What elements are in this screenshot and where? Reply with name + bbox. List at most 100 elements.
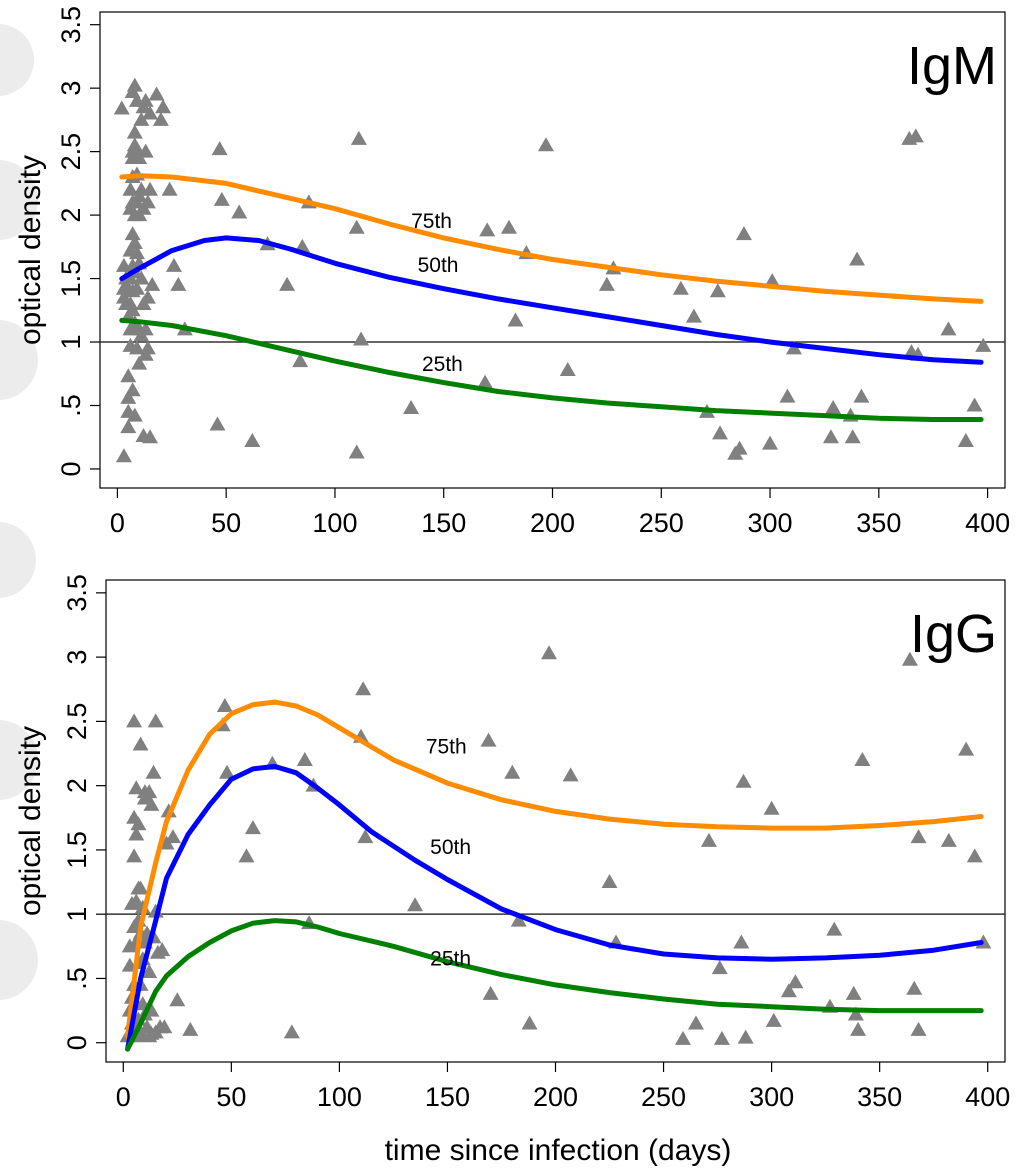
data-point (137, 92, 154, 107)
data-point (124, 226, 141, 241)
data-point (143, 796, 160, 811)
y-tick-label-0.5: .5 (56, 394, 86, 417)
data-point (142, 181, 159, 196)
x-tick-label-300: 300 (748, 508, 793, 538)
data-point (826, 921, 843, 936)
data-point (147, 713, 164, 728)
x-tick-label-0: 0 (116, 1082, 131, 1112)
y-tick-label-3.5: 3.5 (62, 574, 92, 612)
data-point (350, 130, 367, 145)
percentile-line-50th (119, 235, 984, 365)
data-point (132, 880, 149, 895)
y-tick-label-2.5: 2.5 (56, 133, 86, 171)
data-point (156, 1019, 173, 1034)
data-point (126, 77, 143, 92)
y-tick-label-0: 0 (56, 461, 86, 476)
y-tick-label-3.5: 3.5 (56, 6, 86, 44)
data-point (182, 1021, 199, 1036)
y-tick-label-1.5: 1.5 (56, 260, 86, 298)
x-tick-label-200: 200 (530, 508, 575, 538)
y-tick-label-0: 0 (62, 1035, 92, 1050)
data-point (213, 191, 230, 206)
data-point (601, 874, 618, 889)
data-point (128, 340, 145, 355)
data-point (779, 388, 796, 403)
data-point (155, 99, 172, 114)
data-point (244, 820, 261, 835)
y-tick-label-2: 2 (56, 208, 86, 223)
data-point (711, 960, 728, 975)
data-point (165, 257, 182, 272)
data-point (231, 204, 248, 219)
data-point (142, 105, 159, 120)
x-tick-label-100: 100 (317, 1082, 362, 1112)
data-point (825, 400, 842, 415)
data-point (940, 832, 957, 847)
data-point (735, 226, 752, 241)
x-tick-label-400: 400 (965, 1082, 1010, 1112)
percentile-label-25th: 25th (422, 353, 463, 376)
percentile-label-25th: 25th (430, 948, 471, 971)
data-point (675, 1030, 692, 1045)
percentile-line-50th (125, 763, 984, 1052)
data-point (122, 181, 139, 196)
data-point (541, 645, 558, 660)
panel-label: IgM (907, 36, 997, 96)
data-point (479, 222, 496, 237)
data-point (131, 355, 148, 370)
data-point (148, 86, 165, 101)
data-point (901, 651, 918, 666)
data-point (219, 764, 236, 779)
data-point (353, 331, 370, 346)
data-point (598, 276, 615, 291)
data-point (787, 974, 804, 989)
x-tick-label-200: 200 (533, 1082, 578, 1112)
data-point (480, 732, 497, 747)
percentile-line-75th (119, 173, 984, 304)
data-point (906, 980, 923, 995)
y-axis-title: optical density (14, 155, 47, 345)
y-tick-label-3: 3 (62, 650, 92, 665)
data-point (139, 289, 156, 304)
data-point (164, 829, 181, 844)
data-point (128, 280, 145, 295)
data-point (132, 736, 149, 751)
data-point (152, 111, 169, 126)
data-point (130, 816, 147, 831)
data-point (853, 388, 870, 403)
data-point (142, 429, 159, 444)
data-point (141, 784, 158, 799)
data-point (737, 1029, 754, 1044)
y-tick-label-1.5: 1.5 (62, 831, 92, 869)
data-point (845, 985, 862, 1000)
data-point (562, 767, 579, 782)
data-point (850, 1021, 867, 1036)
data-point (733, 934, 750, 949)
x-tick-label-0: 0 (110, 508, 125, 538)
data-point (765, 1012, 782, 1027)
data-point (137, 143, 154, 158)
percentile-label-75th: 75th (411, 210, 452, 233)
y-tick-label-2: 2 (62, 778, 92, 793)
data-point (115, 448, 132, 463)
y-tick-label-1: 1 (62, 907, 92, 922)
watermark-decoration (0, 24, 38, 1000)
data-point (144, 276, 161, 291)
data-point (940, 321, 957, 336)
data-point (357, 829, 374, 844)
percentile-label-50th: 50th (418, 254, 459, 277)
percentile-label-50th: 50th (430, 836, 471, 859)
data-point (785, 340, 802, 355)
data-point (292, 353, 309, 368)
data-point (133, 270, 150, 285)
data-point (844, 429, 861, 444)
x-tick-label-50: 50 (216, 1082, 246, 1112)
data-point (780, 983, 797, 998)
percentile-line-25th (125, 918, 984, 1052)
data-point (161, 181, 178, 196)
data-point (244, 433, 261, 448)
panel-label: IgG (910, 604, 997, 664)
data-point (121, 938, 138, 953)
data-point (126, 848, 143, 863)
x-tick-label-150: 150 (421, 508, 466, 538)
